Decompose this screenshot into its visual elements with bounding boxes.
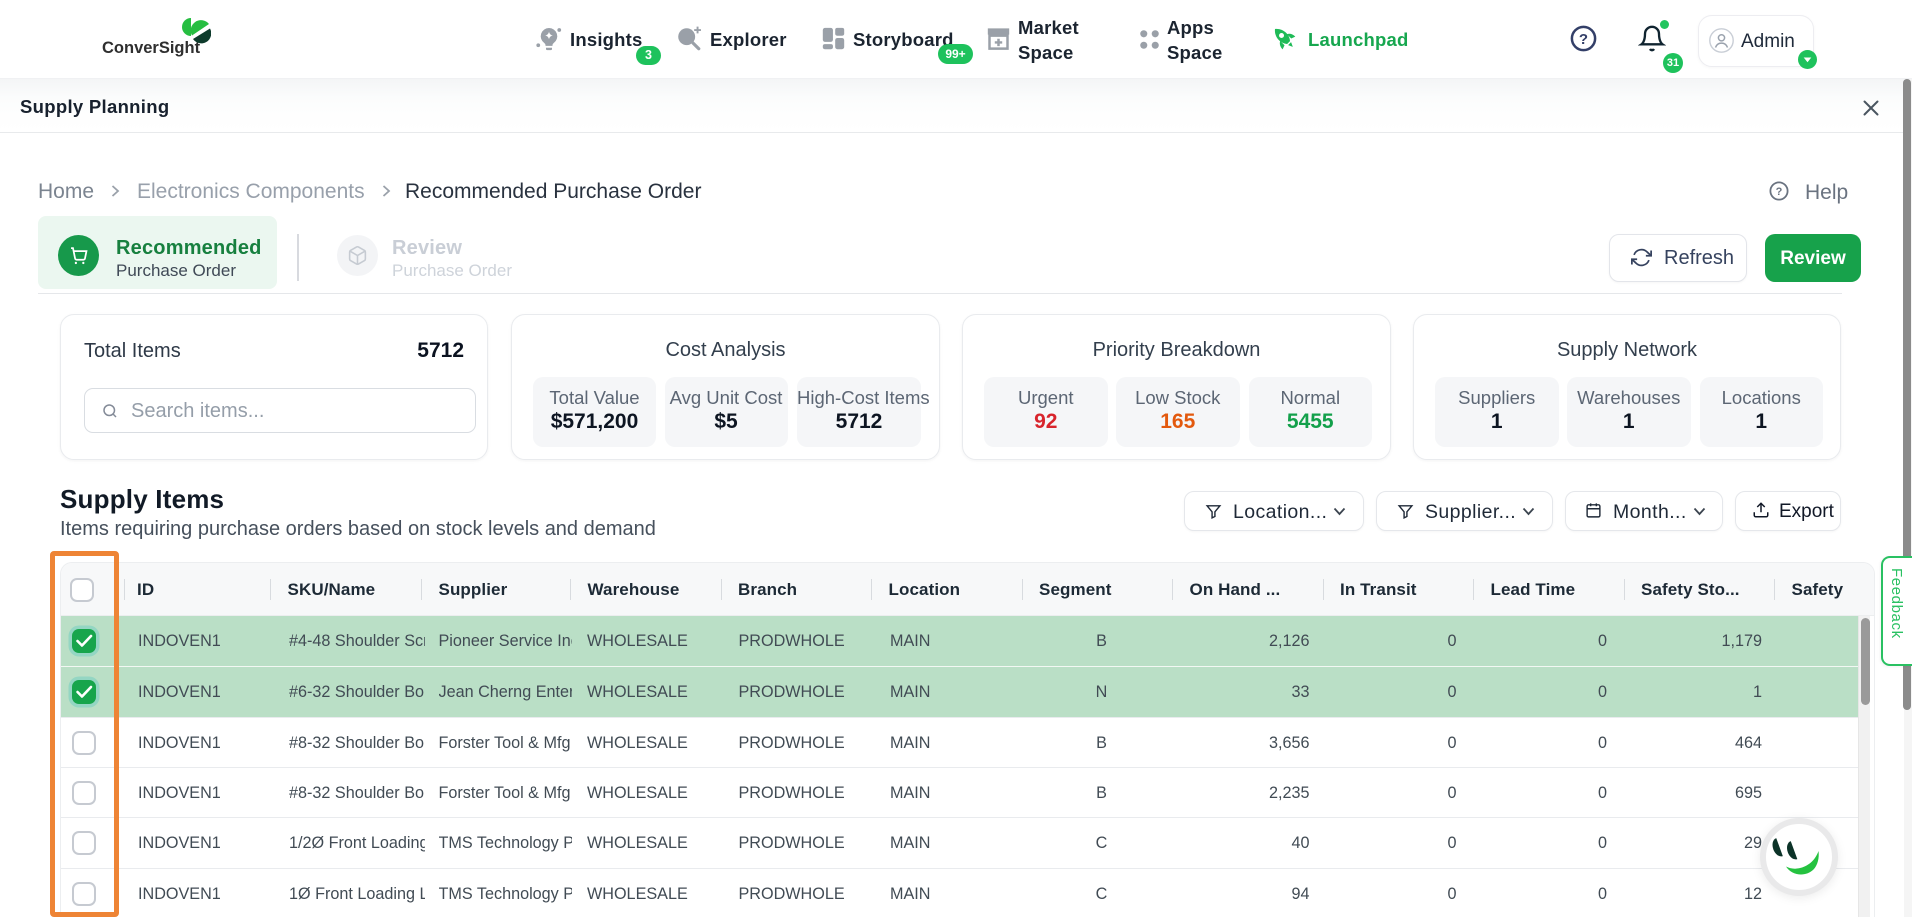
svg-text:?: ? <box>1776 186 1783 198</box>
svg-text:?: ? <box>1579 31 1588 48</box>
